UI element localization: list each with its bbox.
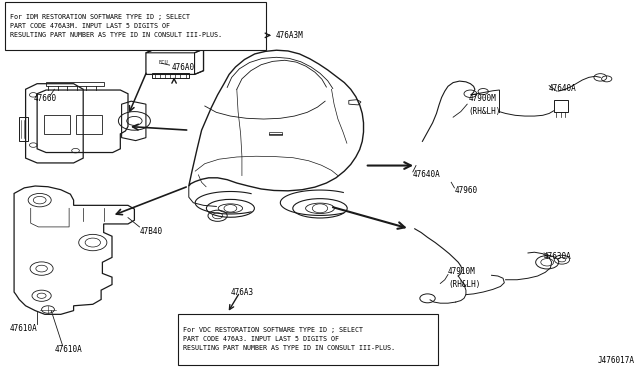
Bar bbox=[76, 115, 102, 134]
Text: 47610A: 47610A bbox=[10, 324, 37, 333]
Bar bbox=[19, 117, 28, 141]
Bar bbox=[44, 115, 70, 134]
Bar bbox=[178, 314, 438, 365]
Text: 476A3: 476A3 bbox=[230, 288, 253, 296]
Text: For VDC RESTORATION SOFTWARE TYPE ID ; SELECT
PART CODE 476A3. INPUT LAST 5 DIGI: For VDC RESTORATION SOFTWARE TYPE ID ; S… bbox=[183, 327, 395, 352]
Text: (RH&LH): (RH&LH) bbox=[448, 280, 481, 289]
Text: 47610A: 47610A bbox=[54, 345, 82, 354]
Text: For IDM RESTORATION SOFTWARE TYPE ID ; SELECT
PART CODE 476A3M. INPUT LAST 5 DIG: For IDM RESTORATION SOFTWARE TYPE ID ; S… bbox=[10, 14, 222, 38]
Text: 47640A: 47640A bbox=[549, 84, 577, 93]
Bar bbox=[5, 2, 266, 50]
Bar bbox=[269, 132, 282, 135]
Text: 476A0: 476A0 bbox=[172, 63, 195, 72]
Bar bbox=[152, 73, 189, 78]
Text: 47660: 47660 bbox=[33, 94, 56, 103]
Text: (RH&LH): (RH&LH) bbox=[468, 107, 501, 116]
Text: 47640A: 47640A bbox=[413, 170, 440, 179]
Text: 47910M: 47910M bbox=[448, 267, 476, 276]
Text: 47900M: 47900M bbox=[468, 94, 496, 103]
Text: J476017A: J476017A bbox=[598, 356, 635, 365]
Text: 47630A: 47630A bbox=[544, 252, 572, 261]
Bar bbox=[554, 100, 568, 112]
Text: ECU: ECU bbox=[159, 60, 168, 65]
Text: 47B40: 47B40 bbox=[140, 227, 163, 236]
Text: 476A3M: 476A3M bbox=[275, 31, 303, 40]
Bar bbox=[46, 82, 104, 86]
Text: 47960: 47960 bbox=[454, 186, 477, 195]
